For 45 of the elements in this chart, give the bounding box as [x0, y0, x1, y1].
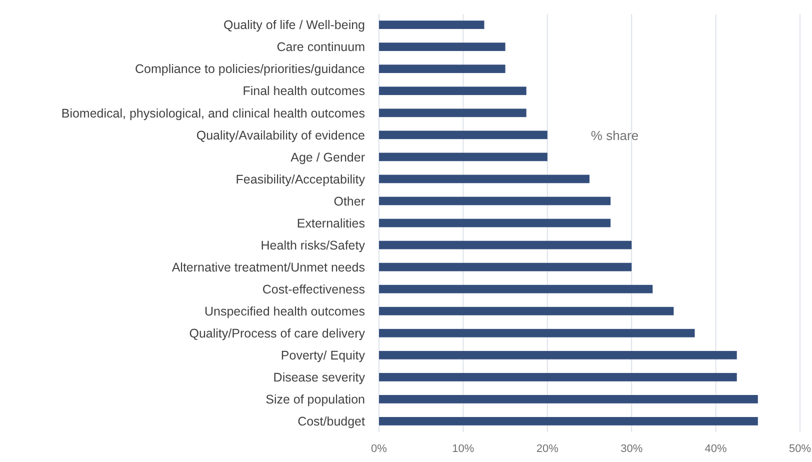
x-tick-label: 10% [452, 443, 474, 455]
bar [379, 284, 653, 294]
bar [379, 64, 506, 74]
y-tick-label: Care continuum [276, 40, 365, 54]
y-tick-label: Cost-effectiveness [262, 282, 365, 296]
bar [379, 196, 611, 206]
bar [379, 174, 590, 184]
y-tick-label: Externalities [296, 216, 365, 230]
y-tick-label: Size of population [266, 392, 366, 407]
bar [379, 306, 674, 316]
y-tick-label: Disease severity [273, 370, 366, 385]
bar [379, 130, 548, 140]
y-tick-label: Cost/budget [298, 414, 366, 429]
y-tick-label: Poverty/ Equity [280, 348, 366, 363]
bar [379, 42, 506, 51]
bar [379, 152, 548, 162]
y-tick-label: Compliance to policies/priorities/guidance [135, 62, 366, 76]
y-tick-label: Other [334, 194, 365, 208]
y-tick-label: Final health outcomes [242, 84, 365, 98]
y-tick-label: Quality/Availability of evidence [196, 128, 366, 142]
bar [379, 20, 484, 29]
bar [379, 350, 737, 360]
x-tick-label: 50% [788, 443, 812, 455]
bar [379, 372, 737, 382]
bar [379, 262, 632, 272]
x-tick-label: 0% [371, 443, 388, 455]
y-tick-label: Unspecified health outcomes [204, 304, 365, 318]
y-tick-label: Biomedical, physiological, and clinical health outcomes [61, 106, 365, 120]
y-tick-label: Health risks/Safety [260, 238, 366, 252]
bar [379, 395, 758, 404]
x-tick-label: 30% [620, 443, 643, 455]
bar [379, 328, 695, 338]
bar [379, 86, 526, 96]
y-tick-label: Age / Gender [290, 150, 365, 164]
y-tick-label: Feasibility/Acceptability [236, 172, 366, 186]
y-tick-label: Alternative treatment/Unmet needs [172, 260, 365, 274]
bar [379, 108, 526, 118]
bar [379, 240, 632, 250]
x-tick-label: 40% [704, 443, 728, 455]
y-tick-label: Quality of life / Well-being [224, 18, 366, 32]
bar [379, 417, 758, 426]
x-tick-label: 20% [536, 443, 559, 455]
annotation: % share [590, 128, 639, 143]
y-tick-label: Quality/Process of care delivery [189, 326, 366, 340]
bar [379, 218, 611, 228]
